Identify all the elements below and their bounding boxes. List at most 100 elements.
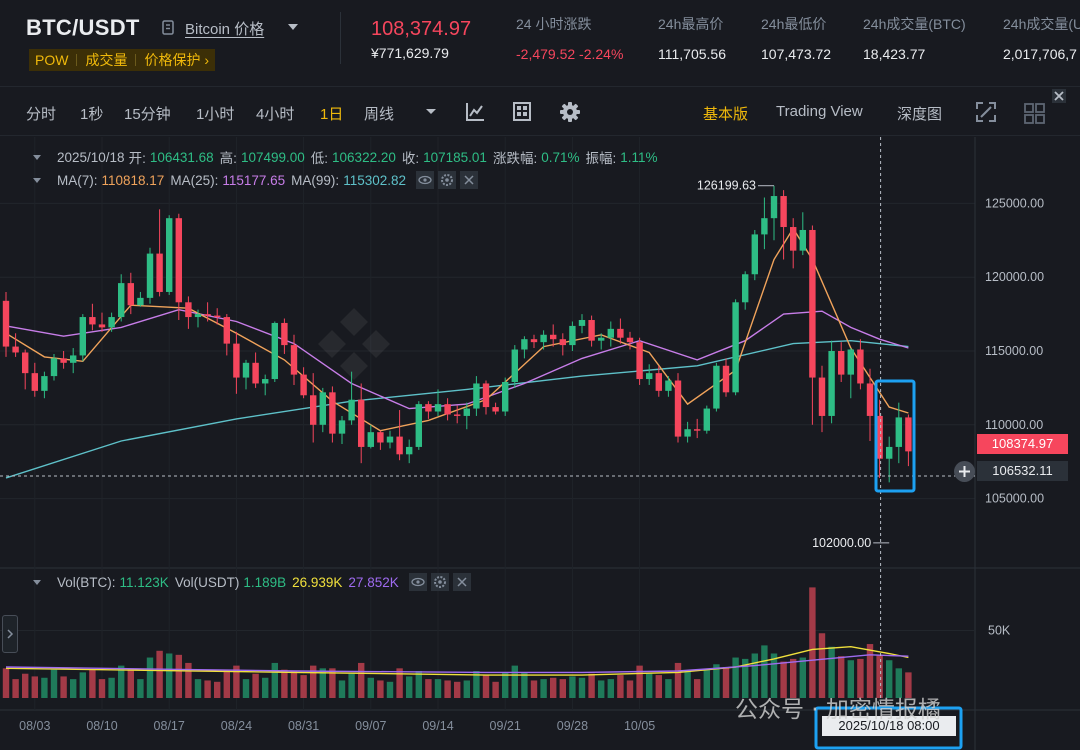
change-label: 涨跌幅: [492,151,538,166]
layout-grid-icon[interactable] [1023,101,1047,125]
volume-bar [386,681,394,698]
tab-1d[interactable]: 1日 [320,106,344,123]
pair-title[interactable]: BTC/USDT [26,15,140,40]
volume-bar [684,671,691,698]
volume-bar [742,658,749,698]
crosshair-date-tag: 2025/10/18 08:00 [822,716,956,736]
tab-4h[interactable]: 4小时 [256,106,295,123]
close-icon[interactable] [460,171,479,189]
collapse-caret-icon[interactable] [33,154,41,160]
candle-body [242,362,250,378]
stat-24h-low: 24h最低价 107,473.72 [761,14,831,62]
chart-toolbar: 分时 1秒 15分钟 1小时 4小时 1日 周线 基本版 T [0,86,1080,136]
tag-price-protection[interactable]: 价格保护 › [144,52,210,68]
indicator-chart-icon[interactable] [464,101,486,123]
candle-body [502,381,509,412]
candle-body [761,218,768,235]
volume-bar [761,645,768,698]
close-icon[interactable] [1052,89,1066,103]
candle-body [406,446,413,455]
axis-labels: 125000.00 120000.00 115000.00 110000.00 1050… [19,196,1044,733]
volume-bar [646,673,653,698]
amplitude-label: 振幅: [585,151,617,166]
vol-usdt-value: 1.189B [243,574,287,590]
volume-bar [185,662,192,698]
view-basic[interactable]: 基本版 [703,106,749,123]
volume-bar [713,664,720,698]
kline-canvas[interactable]: 126199.63 102000.00 125000.00 120000.00 115… [0,137,1080,750]
settings-gear-icon[interactable] [430,573,449,591]
candle-body [626,337,634,343]
eye-icon[interactable] [416,171,435,189]
pair-dropdown-chevron-icon[interactable] [288,24,298,30]
fullscreen-icon[interactable] [975,101,997,123]
volume-bar [367,677,374,698]
highlight-box-candles [874,379,916,493]
stat-label: 24h成交量(USDT) [1003,16,1080,32]
candle-body [751,234,758,275]
candle-body [12,346,19,353]
volume-bar [502,672,509,698]
volume-bar [118,665,125,698]
tab-1h[interactable]: 1小时 [196,106,235,123]
volume-bar [905,672,912,698]
eye-icon[interactable] [408,573,427,591]
volume-bar [886,660,893,698]
close-icon[interactable] [452,573,471,591]
candle-body [348,399,355,421]
vol-btc-value: 11.123K [119,574,169,590]
collapse-caret-icon[interactable] [33,579,41,585]
coin-price-link[interactable]: Bitcoin 价格 [185,21,265,38]
candle-body [434,404,442,412]
amplitude-value: 1.11% [620,149,658,165]
volume-bar [70,679,77,698]
stat-24h-volume-usdt: 24h成交量(USDT) 2,017,706,7 [1003,14,1080,62]
x-tick-label: 09/07 [355,719,386,733]
view-tradingview[interactable]: Trading View [776,103,863,120]
kline-chart[interactable]: 126199.63 102000.00 125000.00 120000.00 115… [0,137,1080,750]
volume-bar [348,673,355,698]
volume-bar [12,679,19,698]
view-depth[interactable]: 深度图 [897,106,943,123]
volume-bar [242,679,250,698]
tab-timeline[interactable]: 分时 [26,106,57,123]
candle-body [377,432,384,443]
change-value: 0.71% [541,149,580,165]
candle-body [329,392,336,434]
volume-bar [550,677,557,698]
ma7-line [5,227,909,432]
coin-info-icon[interactable] [162,20,174,35]
tab-1s[interactable]: 1秒 [80,106,104,123]
volume-bar [98,679,106,698]
candle-body [473,383,480,409]
volume-bar [434,679,442,698]
tab-weekly[interactable]: 周线 [364,106,395,123]
add-alert-plus-icon[interactable] [954,461,975,482]
candle-body [425,404,432,412]
volume-bar [377,680,384,698]
candle-body [818,377,826,416]
expand-panel-handle[interactable] [2,615,18,653]
candle-body [98,324,106,328]
template-grid-icon[interactable] [511,101,533,123]
tag-volume[interactable]: 成交量 [85,52,128,68]
candle-body [828,351,835,416]
stat-value: 111,705.56 [658,46,726,62]
candle-body [569,325,576,346]
crosshair [0,137,975,710]
vol-usdt-label: Vol(USDT) [174,574,240,590]
candle-body [252,362,259,384]
volume-bar [358,662,365,698]
chevron-down-icon[interactable] [425,108,437,116]
tab-15m[interactable]: 15分钟 [124,106,171,123]
candle-body [70,355,77,363]
volume-bar [22,673,29,698]
volume-bars [2,587,912,698]
settings-gear-icon[interactable] [438,171,457,189]
collapse-caret-icon[interactable] [33,177,41,183]
volume-bar [722,666,730,698]
stat-label: 24h最低价 [761,16,827,32]
volume-bar [674,662,682,698]
settings-gear-icon[interactable] [559,101,581,123]
tag-pow[interactable]: POW [35,52,69,68]
